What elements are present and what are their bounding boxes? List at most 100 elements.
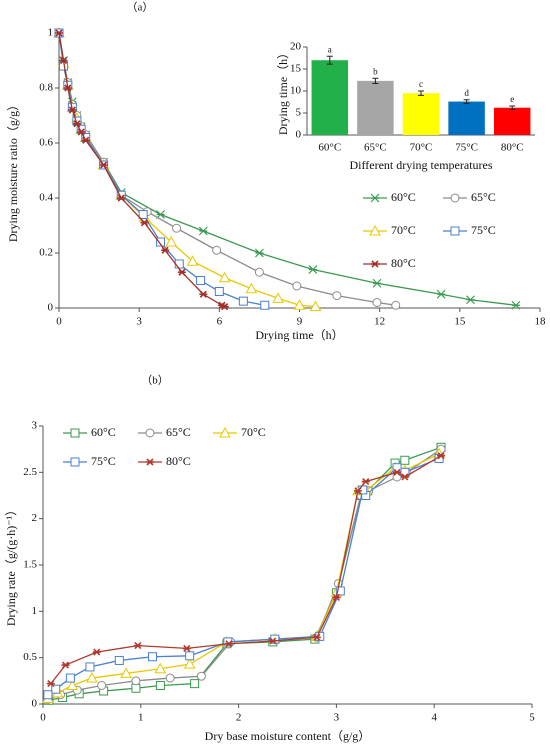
- marker: [156, 237, 166, 247]
- legend-marker: [371, 260, 379, 268]
- marker: [260, 300, 270, 310]
- marker: [254, 267, 264, 277]
- marker: [353, 487, 362, 495]
- marker: [335, 586, 345, 596]
- x-tick-label: 0: [40, 712, 46, 724]
- x-tick-label: 4: [431, 712, 437, 724]
- error-bar: [372, 77, 379, 85]
- marker: [51, 684, 61, 694]
- marker: [309, 300, 322, 312]
- marker: [400, 473, 409, 481]
- series-line: [47, 457, 440, 696]
- x-tick-label: 1: [138, 712, 144, 724]
- x-tick-label: 3: [136, 316, 142, 328]
- marker: [165, 673, 175, 683]
- y-tick-label: 0.4: [39, 192, 53, 204]
- marker: [92, 648, 101, 656]
- marker: [218, 271, 231, 283]
- marker: [372, 278, 382, 288]
- marker: [116, 190, 126, 200]
- x-tick-label: 65°C: [364, 142, 387, 154]
- marker: [55, 29, 63, 37]
- marker: [190, 679, 200, 689]
- marker: [268, 637, 277, 645]
- marker: [66, 679, 79, 690]
- x-tick-label: 70°C: [410, 142, 433, 154]
- marker: [183, 658, 196, 669]
- marker: [185, 651, 195, 661]
- legend-label: 80°C: [166, 454, 191, 468]
- y-tick-label: 10: [290, 85, 302, 97]
- marker: [238, 296, 248, 306]
- significance-label: a: [328, 44, 332, 54]
- marker: [140, 219, 149, 227]
- marker: [120, 667, 132, 678]
- panel-label: （a）: [127, 1, 154, 14]
- y-tick-label: 0.6: [39, 137, 53, 149]
- marker: [292, 281, 302, 291]
- marker: [224, 640, 233, 648]
- marker: [214, 287, 224, 296]
- marker: [133, 642, 142, 650]
- x-axis-label: Drying time（h）: [255, 328, 343, 342]
- significance-label: c: [419, 79, 423, 89]
- x-tick-label: 3: [334, 712, 340, 724]
- marker: [61, 661, 70, 669]
- x-tick-label: 5: [529, 712, 535, 724]
- legend-label: 60°C: [91, 425, 116, 439]
- x-tick-label: 9: [297, 316, 303, 328]
- significance-label: b: [373, 66, 378, 76]
- marker: [148, 652, 158, 662]
- y-tick-label: 5: [296, 107, 302, 119]
- bar: [402, 93, 440, 135]
- legend-label: 60°C: [391, 190, 416, 204]
- legend-marker: [450, 226, 460, 236]
- y-tick-label: 2: [32, 512, 38, 524]
- bar: [311, 60, 349, 136]
- marker: [86, 672, 98, 683]
- marker: [138, 210, 148, 219]
- marker: [68, 106, 77, 114]
- marker: [65, 673, 75, 683]
- series-line: [50, 455, 442, 685]
- panel-label: （b）: [141, 374, 169, 387]
- marker: [77, 128, 86, 136]
- bar: [493, 107, 531, 135]
- marker: [332, 593, 341, 601]
- y-tick-label: 20: [290, 41, 302, 53]
- marker: [332, 291, 342, 301]
- y-tick-label: 0.8: [39, 82, 53, 94]
- x-tick-label: 0: [56, 316, 62, 328]
- legend-marker: [70, 428, 80, 438]
- marker: [372, 298, 382, 307]
- series-line: [47, 448, 442, 700]
- marker: [293, 299, 306, 310]
- marker: [272, 292, 284, 303]
- y-axis-label: Drying moisture ratio（g/g）: [6, 99, 20, 242]
- marker: [117, 194, 126, 202]
- marker: [85, 662, 95, 672]
- marker: [254, 248, 264, 258]
- y-tick-label: 0: [296, 129, 302, 141]
- marker: [174, 259, 184, 269]
- marker: [81, 133, 91, 142]
- marker: [114, 655, 124, 665]
- bar: [448, 101, 485, 135]
- significance-label: e: [510, 94, 514, 104]
- marker: [312, 633, 321, 641]
- y-tick-label: 15: [290, 63, 302, 75]
- y-tick-label: 1: [48, 27, 54, 39]
- legend-marker: [70, 457, 80, 467]
- legend-label: 65°C: [471, 190, 496, 204]
- legend-label: 80°C: [391, 256, 416, 270]
- x-tick-label: 12: [374, 316, 385, 328]
- marker: [198, 226, 208, 236]
- y-tick-label: 1: [32, 605, 38, 617]
- legend-label: 70°C: [241, 425, 266, 439]
- marker: [81, 136, 90, 144]
- error-bar: [509, 105, 516, 110]
- marker: [43, 690, 53, 700]
- y-axis-label: Drying rate（g/(g·h)⁻¹）: [4, 504, 18, 626]
- marker: [400, 455, 410, 465]
- series-line: [58, 32, 265, 306]
